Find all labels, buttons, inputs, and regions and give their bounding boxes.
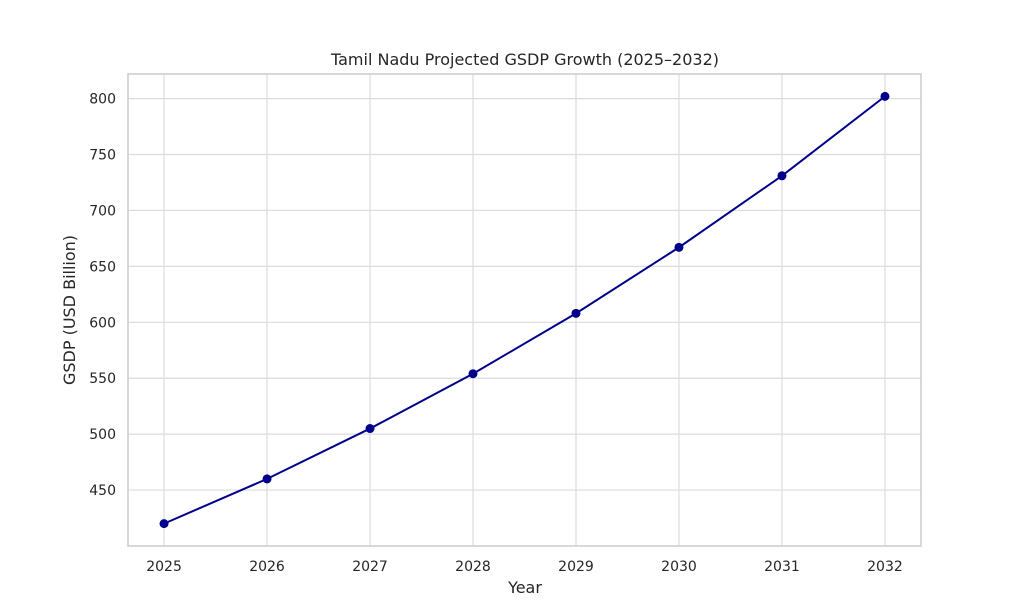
- data-point: [468, 369, 478, 379]
- y-tick-label: 500: [89, 427, 116, 443]
- y-tick-labels: 450 500 550 600 650 700 750 800: [89, 92, 116, 499]
- data-point: [674, 242, 684, 252]
- plot-frame: [127, 73, 922, 547]
- data-point: [571, 308, 581, 318]
- y-tick-label: 700: [89, 203, 116, 219]
- x-tick-label: 2032: [867, 559, 903, 575]
- data-point: [777, 171, 787, 181]
- x-tick-label: 2028: [455, 559, 491, 575]
- x-tick-labels: 2025 2026 2027 2028 2029 2030 2031 2032: [146, 559, 903, 575]
- series-group: [159, 91, 890, 529]
- series-line: [163, 95, 886, 525]
- y-tick-label: 750: [89, 148, 116, 164]
- y-tick-label: 600: [89, 315, 116, 331]
- grid: [128, 74, 921, 546]
- data-point: [262, 474, 272, 484]
- x-tick-label: 2030: [661, 559, 697, 575]
- y-axis-label: GSDP (USD Billion): [60, 235, 79, 385]
- data-point: [880, 91, 890, 101]
- x-tick-label: 2027: [352, 559, 388, 575]
- data-point: [159, 519, 169, 529]
- y-tick-label: 650: [89, 259, 116, 275]
- chart-title: Tamil Nadu Projected GSDP Growth (2025–2…: [330, 50, 719, 69]
- x-tick-label: 2026: [249, 559, 285, 575]
- y-tick-label: 450: [89, 483, 116, 499]
- y-tick-label: 800: [89, 92, 116, 108]
- y-tick-label: 550: [89, 371, 116, 387]
- x-tick-label: 2025: [146, 559, 182, 575]
- x-axis-label: Year: [507, 578, 542, 597]
- x-tick-label: 2031: [764, 559, 800, 575]
- x-tick-label: 2029: [558, 559, 594, 575]
- data-point: [365, 424, 375, 434]
